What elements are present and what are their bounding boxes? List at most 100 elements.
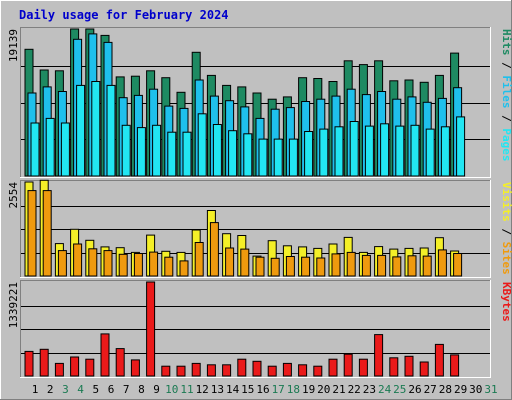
bar-kbytes-day-16	[252, 360, 262, 377]
bar-pages-day-13	[212, 124, 222, 177]
bar-sites-day-15	[240, 248, 250, 277]
x-tick-label-day-27: 27	[424, 383, 437, 396]
bar-kbytes-day-20	[313, 365, 323, 377]
x-tick-label-day-23: 23	[363, 383, 376, 396]
legend-entry: /	[500, 222, 512, 242]
x-tick-label-day-16: 16	[256, 383, 269, 396]
x-tick-label-day-13: 13	[211, 383, 224, 396]
bar-kbytes-day-7	[115, 348, 125, 377]
legend-visits-sites: Visits / Sites	[500, 182, 512, 275]
bar-sites-day-22	[346, 251, 356, 277]
bar-pages-day-8	[136, 127, 146, 177]
x-tick-label-day-1: 1	[32, 383, 39, 396]
bar-pages-day-3	[60, 122, 70, 177]
bar-kbytes-day-9	[146, 281, 156, 377]
x-tick-label-day-19: 19	[302, 383, 315, 396]
x-tick-label-day-29: 29	[454, 383, 467, 396]
bar-sites-day-18	[285, 256, 295, 277]
bar-pages-day-22	[349, 121, 359, 177]
max-value-label: 2554	[7, 182, 20, 209]
bar-kbytes-day-23	[358, 358, 368, 377]
panel-kbytes: 1339221 KBytes	[7, 280, 512, 378]
x-tick-label-day-3: 3	[62, 383, 69, 396]
x-tick-label-day-30: 30	[469, 383, 482, 396]
bar-kbytes-day-25	[389, 357, 399, 377]
bar-sites-day-27	[422, 255, 432, 277]
legend-entry: /	[500, 109, 512, 129]
bar-sites-day-5	[88, 248, 98, 277]
bar-sites-day-9	[149, 251, 159, 277]
x-tick-label-day-5: 5	[92, 383, 99, 396]
bar-sites-day-14	[225, 247, 235, 277]
bar-sites-day-16	[255, 256, 265, 277]
x-tick-label-day-31: 31	[484, 383, 497, 396]
bar-pages-day-17	[273, 138, 283, 177]
x-tick-label-day-9: 9	[153, 383, 160, 396]
bar-sites-day-13	[209, 222, 219, 277]
bar-kbytes-day-5	[85, 358, 95, 377]
legend-hits-files-pages: Hits / Files / Pages	[500, 29, 512, 162]
bar-kbytes-day-10	[161, 365, 171, 377]
bar-pages-day-11	[182, 131, 192, 177]
legend-entry: Files	[500, 75, 512, 108]
bar-kbytes-day-28	[434, 343, 444, 377]
legend-entry: Hits	[500, 29, 512, 56]
bar-pages-day-7	[121, 124, 131, 177]
bar-pages-day-24	[380, 123, 390, 177]
bar-kbytes-day-3	[54, 362, 64, 377]
bar-pages-day-12	[197, 113, 207, 177]
bar-kbytes-day-15	[237, 358, 247, 377]
bar-pages-day-16	[258, 138, 268, 177]
legend-entry: Visits	[500, 182, 512, 222]
legend-entry: Pages	[500, 128, 512, 161]
bar-sites-day-11	[179, 260, 189, 277]
bar-sites-day-7	[118, 253, 128, 277]
x-tick-label-day-26: 26	[408, 383, 421, 396]
x-tick-label-day-2: 2	[47, 383, 54, 396]
bar-pages-day-28	[440, 126, 450, 177]
x-tick-label-day-11: 11	[180, 383, 193, 396]
bar-sites-day-20	[316, 257, 326, 277]
bar-kbytes-day-13	[206, 364, 216, 377]
bar-sites-day-19	[301, 256, 311, 277]
x-tick-label-day-12: 12	[196, 383, 209, 396]
x-tick-label-day-6: 6	[108, 383, 115, 396]
x-tick-label-day-15: 15	[241, 383, 254, 396]
x-tick-label-day-18: 18	[287, 383, 300, 396]
max-value-label: 1339221	[7, 282, 20, 328]
bar-pages-day-10	[167, 131, 177, 177]
panel-visits-sites: 2554 Visits / Sites	[7, 179, 512, 278]
bar-sites-day-10	[164, 256, 174, 277]
bar-pages-day-21	[334, 126, 344, 177]
bar-pages-day-29	[456, 116, 466, 177]
legend-entry: Sites	[500, 242, 512, 275]
bar-pages-day-27	[425, 128, 435, 177]
bar-pages-day-6	[106, 84, 116, 177]
bar-sites-day-17	[270, 257, 280, 277]
x-tick-label-day-14: 14	[226, 383, 240, 396]
bar-sites-day-28	[437, 249, 447, 277]
bar-kbytes-day-1	[24, 350, 34, 377]
bar-sites-day-12	[194, 242, 204, 277]
bar-sites-day-2	[42, 190, 52, 277]
bar-sites-day-8	[133, 253, 143, 277]
x-tick-label-day-22: 22	[348, 383, 361, 396]
bar-kbytes-day-17	[267, 365, 277, 377]
bar-pages-day-20	[319, 128, 329, 177]
bar-kbytes-day-8	[130, 359, 140, 377]
bar-kbytes-day-6	[100, 333, 110, 377]
bar-kbytes-day-11	[176, 365, 186, 377]
x-tick-label-day-20: 20	[317, 383, 330, 396]
bar-kbytes-day-22	[343, 353, 353, 377]
bar-pages-day-9	[152, 124, 162, 177]
x-tick-label-day-17: 17	[272, 383, 285, 396]
bar-pages-day-14	[228, 130, 238, 177]
bar-kbytes-day-4	[70, 356, 80, 377]
bar-pages-day-2	[45, 117, 55, 177]
x-tick-label-day-7: 7	[123, 383, 130, 396]
bar-kbytes-day-24	[374, 334, 384, 377]
bar-pages-day-5	[91, 81, 101, 177]
x-tick-label-day-8: 8	[138, 383, 145, 396]
bar-sites-day-1	[27, 190, 37, 277]
